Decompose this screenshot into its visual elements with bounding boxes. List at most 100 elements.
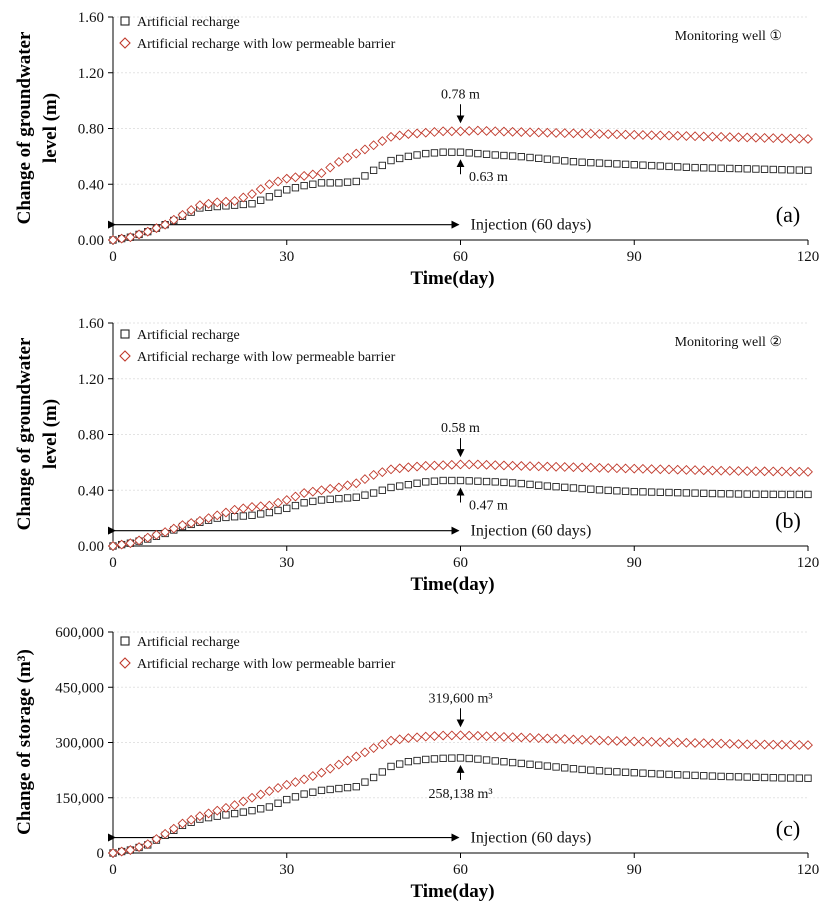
data-point — [326, 179, 334, 187]
y-tick-label: 0.40 — [78, 483, 104, 499]
data-point — [629, 736, 640, 747]
data-point — [413, 756, 421, 765]
data-point — [585, 735, 596, 746]
data-point — [368, 140, 379, 151]
data-point — [803, 466, 813, 477]
legend-marker-diamond — [119, 37, 131, 49]
data-point — [655, 464, 666, 475]
data-point — [526, 153, 534, 162]
data-point — [750, 132, 761, 143]
data-point — [594, 462, 605, 473]
data-point — [378, 161, 386, 170]
data-point — [543, 155, 552, 163]
data-point — [552, 483, 560, 491]
data-point — [587, 766, 595, 774]
data-point — [734, 164, 743, 173]
chart-panel-2: 0.00 0.40 0.80 1.20 1.60 0 30 60 90 120 Time(day) C… — [14, 316, 819, 595]
data-point — [491, 478, 499, 486]
legend-entry: Artificial recharge with low permeable b… — [137, 350, 396, 365]
data-point — [283, 186, 291, 194]
annotation-label: 258,138 m³ — [428, 787, 492, 802]
data-point — [151, 529, 162, 540]
data-point — [307, 771, 318, 781]
data-point — [630, 161, 638, 169]
data-point — [474, 477, 482, 485]
data-point — [352, 783, 360, 791]
data-point — [785, 133, 796, 144]
data-point — [378, 768, 386, 776]
data-point — [585, 462, 596, 473]
y-tick-label: 0.40 — [78, 177, 104, 193]
data-point — [499, 126, 509, 137]
legend-marker-square — [120, 16, 130, 26]
data-point — [769, 774, 777, 782]
data-point — [403, 129, 414, 140]
data-point — [778, 166, 786, 174]
data-point — [750, 466, 761, 477]
data-point — [611, 463, 622, 474]
data-point — [611, 736, 622, 746]
data-point — [412, 732, 422, 743]
legend-marker-diamond — [119, 657, 131, 669]
data-point — [517, 479, 525, 488]
data-point — [465, 477, 473, 485]
data-point — [795, 774, 803, 782]
data-point — [456, 148, 465, 156]
data-point — [430, 477, 439, 485]
data-point — [568, 462, 579, 473]
data-point — [803, 134, 813, 144]
legend-entry: Artificial recharge — [137, 635, 240, 650]
data-point — [394, 463, 405, 474]
data-point — [369, 166, 378, 174]
data-point — [682, 489, 691, 497]
data-point — [403, 733, 414, 744]
data-point — [465, 149, 473, 157]
data-point — [430, 755, 439, 763]
data-point — [664, 737, 674, 748]
data-point — [760, 165, 769, 173]
data-point — [716, 738, 727, 749]
data-point — [386, 735, 396, 746]
data-point — [317, 786, 326, 795]
data-point — [587, 158, 595, 167]
data-point — [274, 799, 282, 807]
data-point — [543, 762, 552, 770]
data-point — [326, 495, 334, 503]
data-point — [611, 129, 622, 140]
data-point — [229, 504, 240, 515]
data-point — [717, 164, 725, 172]
data-point — [595, 159, 604, 167]
data-point — [177, 818, 188, 829]
annotation-label: 0.78 m — [441, 87, 480, 102]
data-point — [108, 541, 118, 551]
data-point — [508, 152, 517, 160]
data-point — [422, 755, 430, 764]
data-point — [264, 179, 275, 190]
x-tick-label: 90 — [627, 249, 642, 265]
data-point — [422, 149, 430, 158]
data-point — [768, 466, 779, 477]
data-point — [594, 735, 605, 746]
data-point — [717, 490, 725, 498]
x-tick-label: 60 — [453, 862, 468, 878]
data-point — [309, 497, 317, 506]
data-point — [335, 494, 343, 503]
data-point — [561, 483, 569, 491]
injection-label: Injection (60 days) — [471, 217, 592, 234]
data-point — [316, 485, 327, 496]
data-point — [681, 464, 692, 475]
data-point — [396, 482, 404, 490]
data-point — [500, 151, 508, 160]
data-point — [665, 162, 673, 171]
data-point — [646, 464, 657, 475]
data-point — [300, 181, 308, 190]
data-point — [186, 814, 197, 825]
data-point — [290, 172, 301, 183]
data-point — [151, 223, 162, 234]
y-tick-label: 0.00 — [78, 233, 104, 249]
x-axis-label: Time(day) — [410, 268, 494, 289]
data-point — [472, 730, 483, 741]
data-point — [352, 493, 360, 501]
data-point — [665, 488, 673, 497]
